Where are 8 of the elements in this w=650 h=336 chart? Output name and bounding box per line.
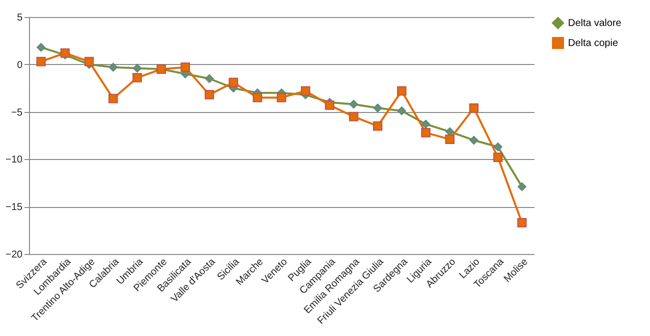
y-tick-label: 0 (16, 60, 23, 71)
y-tick-label: −10 (6, 154, 23, 166)
y-tick-label: 5 (16, 12, 23, 24)
legend-label: Delta valore (568, 18, 622, 29)
legend-label: Delta copie (568, 38, 618, 49)
y-tick-label: −15 (6, 202, 23, 214)
y-tick-label: −20 (6, 250, 23, 260)
y-tick-label: −5 (11, 107, 23, 118)
